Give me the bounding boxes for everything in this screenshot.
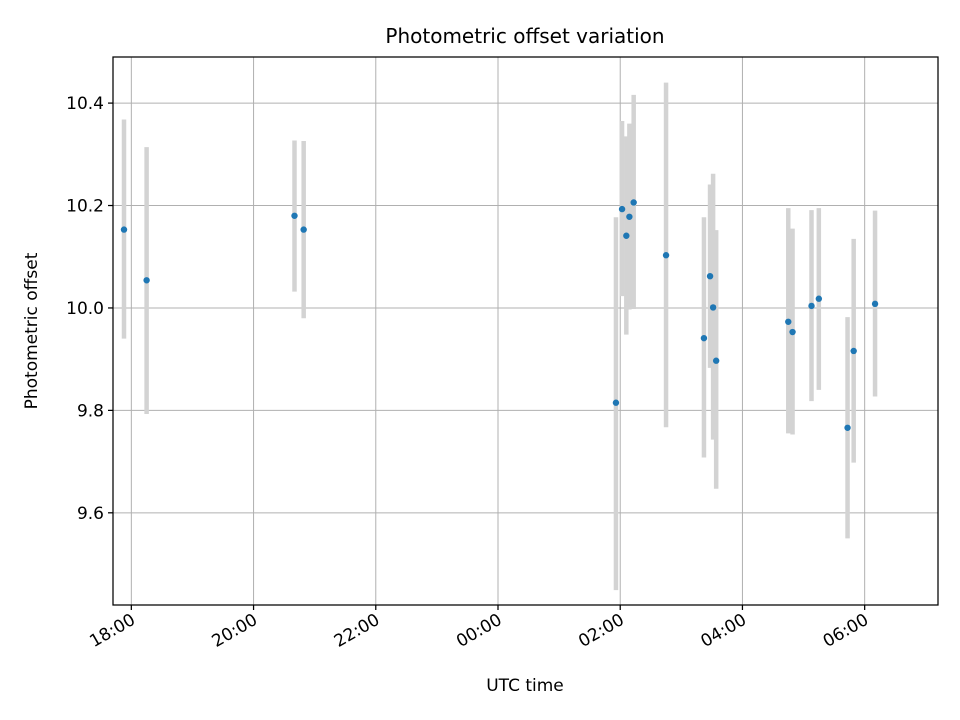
plot-frame <box>112 56 939 606</box>
error-bars <box>121 82 878 591</box>
x-axis-ticks: 18:00 20:00 22:00 00:00 02:00 04:00 06:00 <box>86 605 872 652</box>
data-point <box>844 424 851 431</box>
grid-lines <box>113 57 938 605</box>
data-point <box>789 328 796 336</box>
x-tick-label: 20:00 <box>209 610 261 652</box>
data-point <box>871 300 879 308</box>
data-points <box>120 199 879 431</box>
data-point <box>630 199 637 206</box>
data-point <box>700 334 708 342</box>
y-tick-label: 10.4 <box>66 94 104 114</box>
data-point <box>143 277 150 284</box>
x-tick-label: 06:00 <box>820 610 872 652</box>
data-point <box>618 205 626 213</box>
data-point <box>785 318 792 325</box>
y-tick-label: 10.0 <box>66 299 104 319</box>
data-point <box>623 232 630 239</box>
y-tick-label: 9.8 <box>77 401 104 421</box>
data-point <box>300 226 307 233</box>
y-axis-ticks: 9.6 9.8 10.0 10.2 10.4 <box>66 94 113 524</box>
data-point <box>850 347 857 355</box>
x-tick-label: 02:00 <box>575 610 627 652</box>
data-point <box>626 213 633 220</box>
data-point <box>815 295 823 302</box>
data-point <box>712 357 720 364</box>
data-point <box>706 273 714 280</box>
x-tick-label: 18:00 <box>86 610 138 652</box>
data-point <box>612 399 620 406</box>
data-point <box>120 226 128 233</box>
x-tick-label: 22:00 <box>331 610 383 652</box>
x-axis-label: UTC time <box>486 676 564 696</box>
data-point <box>709 304 717 311</box>
y-axis-label: Photometric offset <box>22 252 42 409</box>
y-tick-label: 10.2 <box>66 197 104 217</box>
x-tick-label: 04:00 <box>698 610 750 652</box>
x-tick-label: 00:00 <box>453 610 505 652</box>
data-point <box>808 302 815 310</box>
data-point <box>291 212 298 219</box>
chart-title: Photometric offset variation <box>385 24 664 48</box>
data-point <box>662 252 670 259</box>
y-tick-label: 9.6 <box>77 504 104 524</box>
